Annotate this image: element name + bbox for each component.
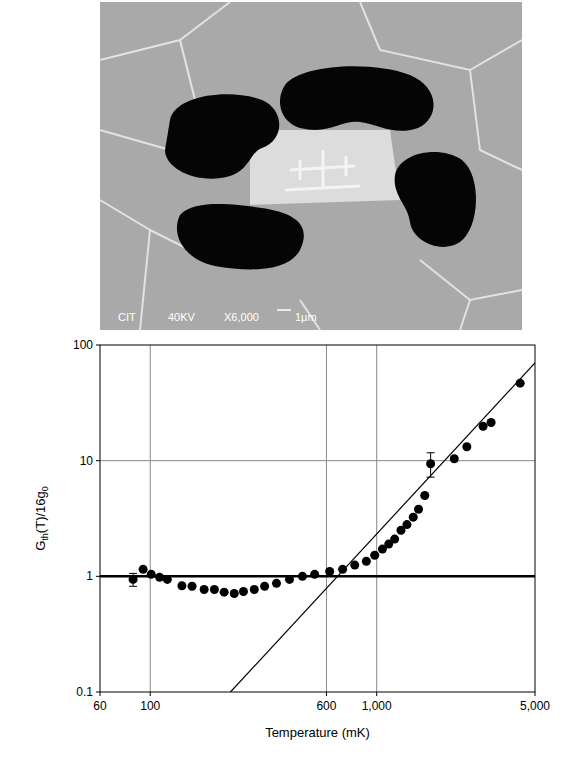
x-tick-label: 1,000: [362, 699, 392, 713]
point: [338, 565, 347, 574]
y-tick-label: 0.1: [76, 685, 93, 699]
y-tick-label: 100: [73, 338, 93, 352]
point: [177, 581, 186, 590]
y-tick: [96, 460, 100, 461]
x-grid: [326, 345, 327, 692]
point: [272, 579, 281, 588]
point: [370, 551, 379, 560]
point: [350, 561, 359, 570]
point: [239, 587, 248, 596]
micrograph-label: 1μm: [295, 311, 317, 323]
x-grid: [150, 345, 151, 692]
marks: [100, 363, 535, 692]
point: [325, 567, 334, 576]
etch-pit: [280, 66, 434, 131]
x-tick: [150, 692, 151, 696]
point: [414, 505, 423, 514]
point: [487, 418, 496, 427]
grain-boundary: [100, 2, 230, 60]
point: [200, 585, 209, 594]
micrograph-label: CIT: [118, 311, 136, 323]
grain-boundary: [460, 300, 470, 330]
y-tick-label: 10: [80, 454, 94, 468]
point: [210, 585, 219, 594]
point: [462, 442, 471, 451]
point: [188, 582, 197, 591]
point: [402, 520, 411, 529]
etch-pit: [165, 94, 279, 178]
micrograph: CIT 40KV X6,000 1μm: [100, 2, 522, 330]
y-axis-title-part: (T)/16g: [33, 491, 48, 533]
grain-boundary: [420, 260, 522, 300]
y-axis-title-part: th: [40, 533, 50, 541]
x-tick: [326, 692, 327, 696]
etch-pit: [395, 152, 476, 247]
point: [260, 582, 269, 591]
x-tick: [376, 692, 377, 696]
x-tick-label: 5,000: [520, 699, 550, 713]
x-tick-label: 600: [316, 699, 336, 713]
chart: 60 100 600 1,000 5,000 0.1 1 10 100 Temperature (…: [33, 338, 550, 740]
etch-pit: [177, 204, 304, 269]
line: [230, 363, 535, 692]
x-tick: [100, 692, 101, 696]
grain-boundary: [100, 200, 150, 330]
scale-bar: [277, 309, 291, 311]
point: [390, 535, 399, 544]
plot-area: [100, 345, 535, 692]
x-tick: [535, 692, 536, 696]
y-grid: [100, 576, 535, 577]
micrograph-ground: [100, 2, 522, 330]
grain-boundary: [360, 2, 522, 70]
point: [426, 459, 435, 468]
point: [409, 513, 418, 522]
y-tick: [96, 576, 100, 577]
bridge-structure: [285, 150, 360, 190]
grain-boundary: [470, 70, 522, 170]
x-tick-label: 60: [93, 699, 107, 713]
line: [100, 575, 535, 578]
point: [139, 565, 148, 574]
grain-boundary: [100, 130, 170, 150]
x-grid: [376, 345, 377, 692]
y-tick: [96, 692, 100, 693]
point: [362, 557, 371, 566]
y-axis-title-part: 0: [40, 486, 50, 491]
y-grid: [100, 460, 535, 461]
y-axis-title-part: G: [33, 541, 48, 551]
x-axis-title: Temperature (mK): [265, 725, 370, 740]
point: [230, 589, 239, 598]
page: CIT40KVX6,0001μm601006001,0005,0000.1110…: [0, 0, 563, 764]
x-tick-label: 100: [140, 699, 160, 713]
point: [220, 588, 229, 597]
micrograph-label: 40KV: [168, 311, 196, 323]
point: [250, 585, 259, 594]
y-axis-title: Gth(T)/16g0: [33, 486, 50, 551]
point: [420, 491, 429, 500]
point: [450, 454, 459, 463]
y-tick-label: 1: [86, 569, 93, 583]
micrograph-label: X6,000: [224, 311, 259, 323]
y-tick: [96, 345, 100, 346]
plot-frame: [100, 345, 535, 692]
